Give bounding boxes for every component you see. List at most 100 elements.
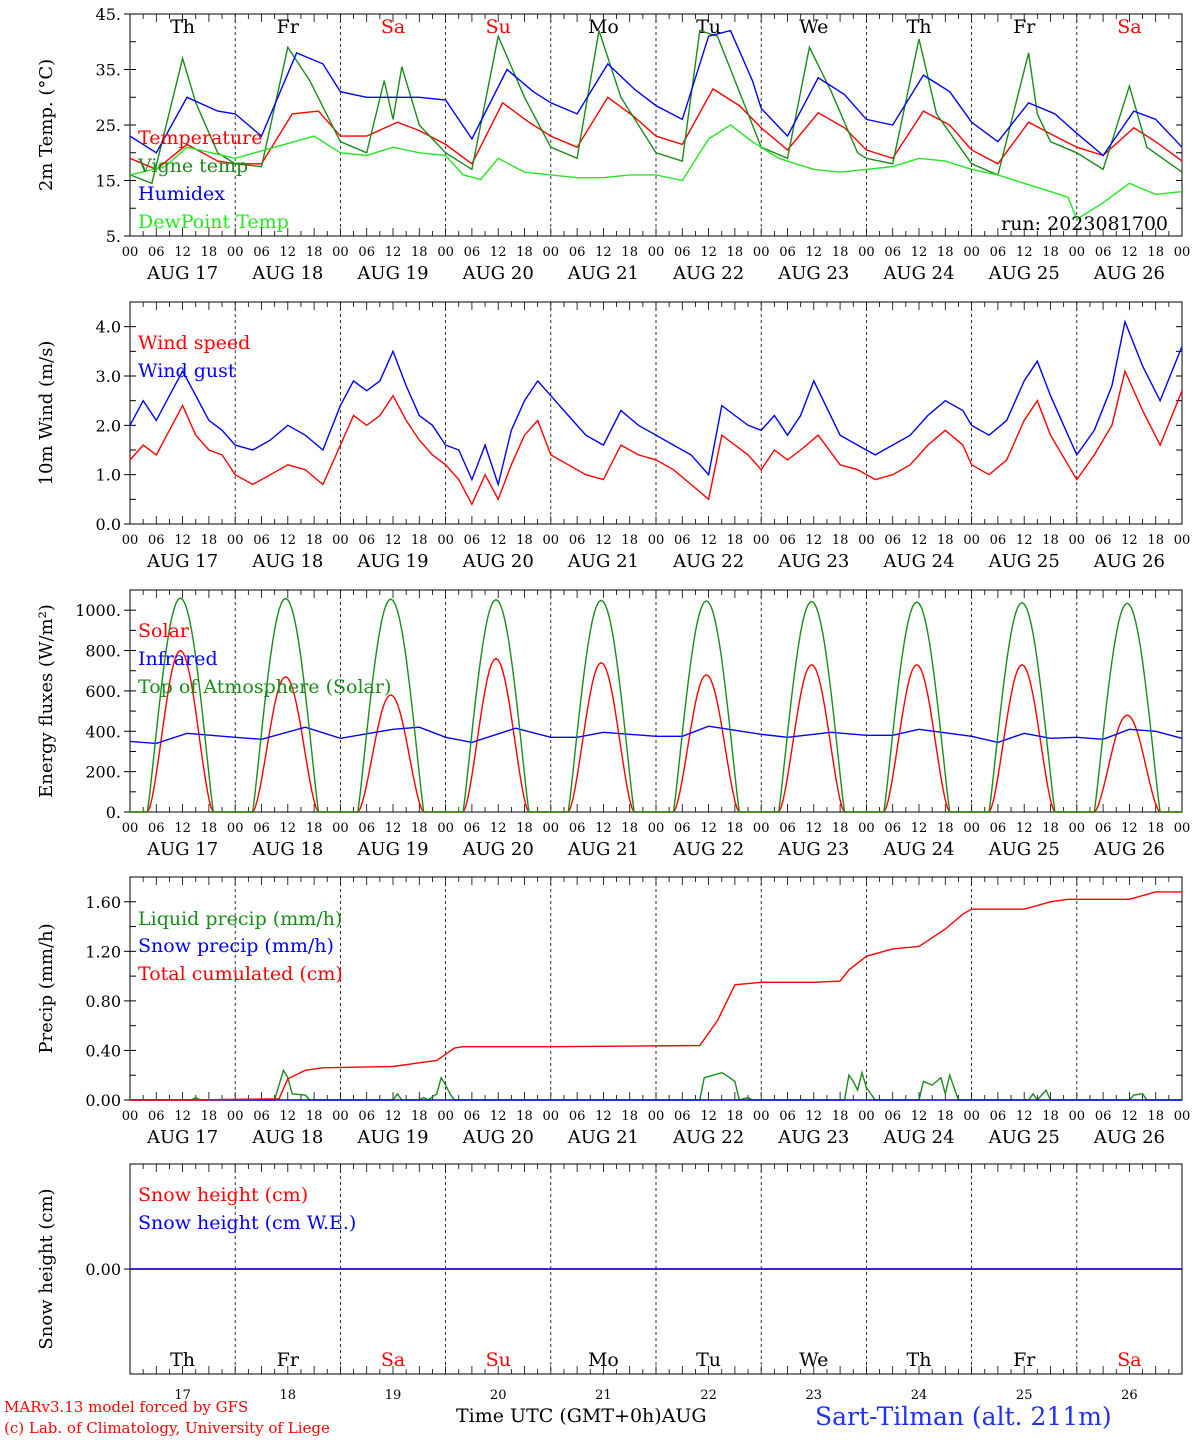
date-label: AUG 24	[882, 263, 954, 284]
date-label: AUG 22	[672, 551, 744, 572]
hour-tick-label: 18	[411, 533, 428, 548]
hour-tick-label: 00	[963, 821, 980, 836]
hour-tick-label: 06	[569, 1109, 586, 1124]
y-tick-label: 0.0	[96, 515, 121, 534]
day-number-label: 19	[385, 1388, 402, 1403]
hour-tick-label: 18	[727, 1109, 744, 1124]
date-label: AUG 26	[1093, 1127, 1165, 1148]
hour-tick-label: 18	[832, 245, 849, 260]
date-label: AUG 23	[777, 551, 849, 572]
hour-tick-label: 12	[806, 245, 823, 260]
hour-tick-label: 18	[516, 821, 533, 836]
hour-tick-label: 00	[543, 1109, 560, 1124]
weekday-label: Fr	[277, 16, 300, 38]
hour-tick-label: 00	[227, 1109, 244, 1124]
y-tick-label: 35.	[96, 61, 121, 80]
date-label: AUG 23	[777, 839, 849, 860]
hour-tick-label: 06	[990, 533, 1007, 548]
hour-tick-label: 00	[1069, 1109, 1086, 1124]
hour-tick-label: 12	[595, 245, 612, 260]
hour-tick-label: 00	[648, 533, 665, 548]
y-tick-label: 2.0	[96, 416, 121, 435]
hour-tick-label: 12	[280, 1109, 297, 1124]
series-dewpoint-temp	[129, 124, 1183, 221]
legend-liquid-precip-mm-h: Liquid precip (mm/h)	[138, 908, 342, 930]
hour-tick-label: 12	[1016, 245, 1033, 260]
hour-tick-label: 06	[1095, 1109, 1112, 1124]
hour-tick-label: 12	[385, 245, 402, 260]
hour-tick-label: 18	[621, 821, 638, 836]
hour-tick-label: 06	[674, 1109, 691, 1124]
hour-tick-label: 06	[779, 245, 796, 260]
date-label: AUG 17	[146, 839, 218, 860]
hour-tick-label: 12	[1121, 245, 1138, 260]
hour-tick-label: 00	[753, 245, 770, 260]
date-label: AUG 22	[672, 263, 744, 284]
date-label: AUG 21	[567, 839, 639, 860]
y-tick-label: 5.	[106, 227, 121, 246]
date-label: AUG 18	[251, 551, 323, 572]
date-label: AUG 25	[988, 839, 1060, 860]
hour-tick-label: 00	[858, 245, 875, 260]
date-label: AUG 23	[777, 1127, 849, 1148]
hour-tick-label: 06	[674, 821, 691, 836]
hour-tick-label: 00	[753, 533, 770, 548]
hour-tick-label: 00	[437, 245, 454, 260]
hour-tick-label: 18	[937, 821, 954, 836]
day-number-label: 23	[806, 1388, 823, 1403]
hour-tick-label: 18	[727, 821, 744, 836]
hour-tick-label: 00	[648, 245, 665, 260]
hour-tick-label: 06	[674, 533, 691, 548]
hour-tick-label: 12	[700, 821, 717, 836]
hour-tick-label: 12	[806, 533, 823, 548]
hour-tick-label: 00	[648, 1109, 665, 1124]
series-total-cumulated-cm	[130, 891, 1182, 1101]
hour-tick-label: 06	[1095, 533, 1112, 548]
x-axis-title: Time UTC (GMT+0h)AUG	[456, 1405, 707, 1427]
hour-tick-label: 18	[832, 533, 849, 548]
date-label: AUG 20	[462, 551, 534, 572]
y-tick-label: 800.	[85, 642, 121, 661]
date-label: AUG 25	[988, 551, 1060, 572]
weekday-label: Mo	[588, 16, 619, 38]
date-label: AUG 17	[146, 263, 218, 284]
hour-tick-label: 18	[306, 245, 323, 260]
hour-tick-label: 18	[832, 821, 849, 836]
hour-tick-label: 18	[727, 245, 744, 260]
hour-tick-label: 12	[911, 245, 928, 260]
hour-tick-label: 18	[516, 533, 533, 548]
panel-5: 0.00 Snow height (cm) Th 17 Fr 18 Sa 19 Su 20 Mo 21…	[36, 1163, 1183, 1403]
hour-tick-label: 00	[1069, 821, 1086, 836]
weekday-label: Th	[907, 16, 932, 38]
hour-tick-label: 12	[595, 821, 612, 836]
hour-tick-label: 18	[1042, 1109, 1059, 1124]
hour-tick-label: 06	[569, 533, 586, 548]
hour-tick-label: 18	[201, 1109, 218, 1124]
hour-tick-label: 06	[253, 245, 270, 260]
hour-tick-label: 12	[280, 245, 297, 260]
y-axis-label: 10m Wind (m/s)	[36, 341, 57, 486]
hour-tick-label: 18	[621, 245, 638, 260]
legend-snow-height-cm: Snow height (cm)	[138, 1184, 308, 1206]
y-tick-label: 0.40	[85, 1041, 121, 1060]
hour-tick-label: 12	[1016, 821, 1033, 836]
day-number-label: 18	[280, 1388, 297, 1403]
hour-tick-label: 12	[911, 1109, 928, 1124]
legend-vigne-temp: Vigne temp	[137, 155, 248, 177]
date-label: AUG 19	[356, 839, 428, 860]
hour-tick-label: 12	[174, 1109, 191, 1124]
legend-snow-height-cm-w-e: Snow height (cm W.E.)	[138, 1212, 356, 1234]
y-tick-label: 45.	[96, 5, 121, 24]
hour-tick-label: 12	[700, 1109, 717, 1124]
hour-tick-label: 06	[990, 821, 1007, 836]
series-wind-gust	[129, 319, 1183, 488]
hour-tick-label: 18	[937, 245, 954, 260]
date-label: AUG 25	[988, 1127, 1060, 1148]
hour-tick-label: 12	[490, 821, 507, 836]
hour-tick-label: 18	[832, 1109, 849, 1124]
date-label: AUG 24	[882, 839, 954, 860]
date-label: AUG 20	[462, 263, 534, 284]
weekday-label: Th	[907, 1349, 932, 1371]
run-annotation: run: 2023081700	[1001, 213, 1168, 235]
